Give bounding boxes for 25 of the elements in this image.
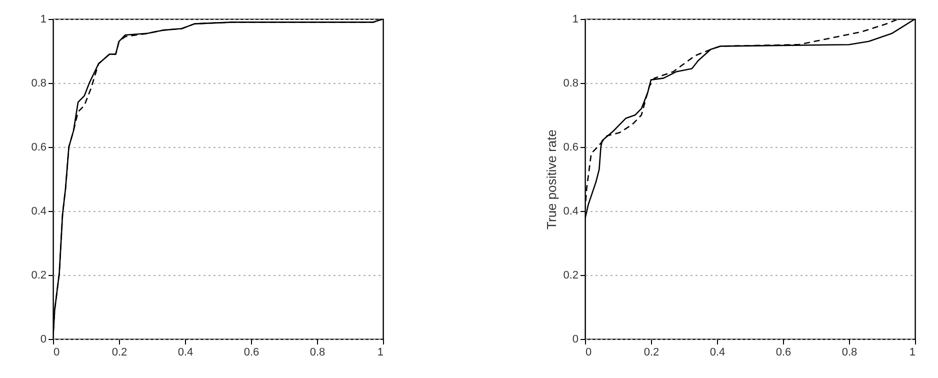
y-tick-label: 0.8	[31, 78, 46, 90]
x-tick-label: 1	[377, 346, 384, 358]
x-tick-label: 0.4	[178, 346, 194, 358]
x-tick-label: 0.2	[112, 346, 128, 358]
x-tick-label: 0	[586, 346, 592, 358]
y-tick-label: 0.4	[31, 206, 46, 218]
x-tick-label: 1	[909, 346, 916, 358]
y-tick-label: 0.4	[563, 206, 578, 218]
y-tick-label: 0.2	[31, 270, 46, 282]
y-tick-label: 0	[40, 334, 46, 346]
y-tick-label: 1	[572, 14, 578, 26]
y-tick-label: 0	[572, 334, 578, 346]
x-tick-label: 0.2	[644, 346, 660, 358]
y-tick-label: 0.8	[563, 78, 578, 90]
y-tick-label: 1	[40, 14, 46, 26]
y-axis-title: True positive rate	[544, 130, 560, 230]
x-tick-label: 0.6	[244, 346, 260, 358]
y-tick-label: 0.6	[31, 142, 46, 154]
x-tick-label: 0	[54, 346, 60, 358]
y-tick-label: 0.2	[563, 270, 578, 282]
x-tick-label: 0.8	[842, 346, 858, 358]
x-tick-label: 0.6	[776, 346, 792, 358]
x-tick-label: 0.8	[310, 346, 326, 358]
y-tick-label: 0.6	[563, 142, 578, 154]
x-tick-label: 0.4	[710, 346, 726, 358]
